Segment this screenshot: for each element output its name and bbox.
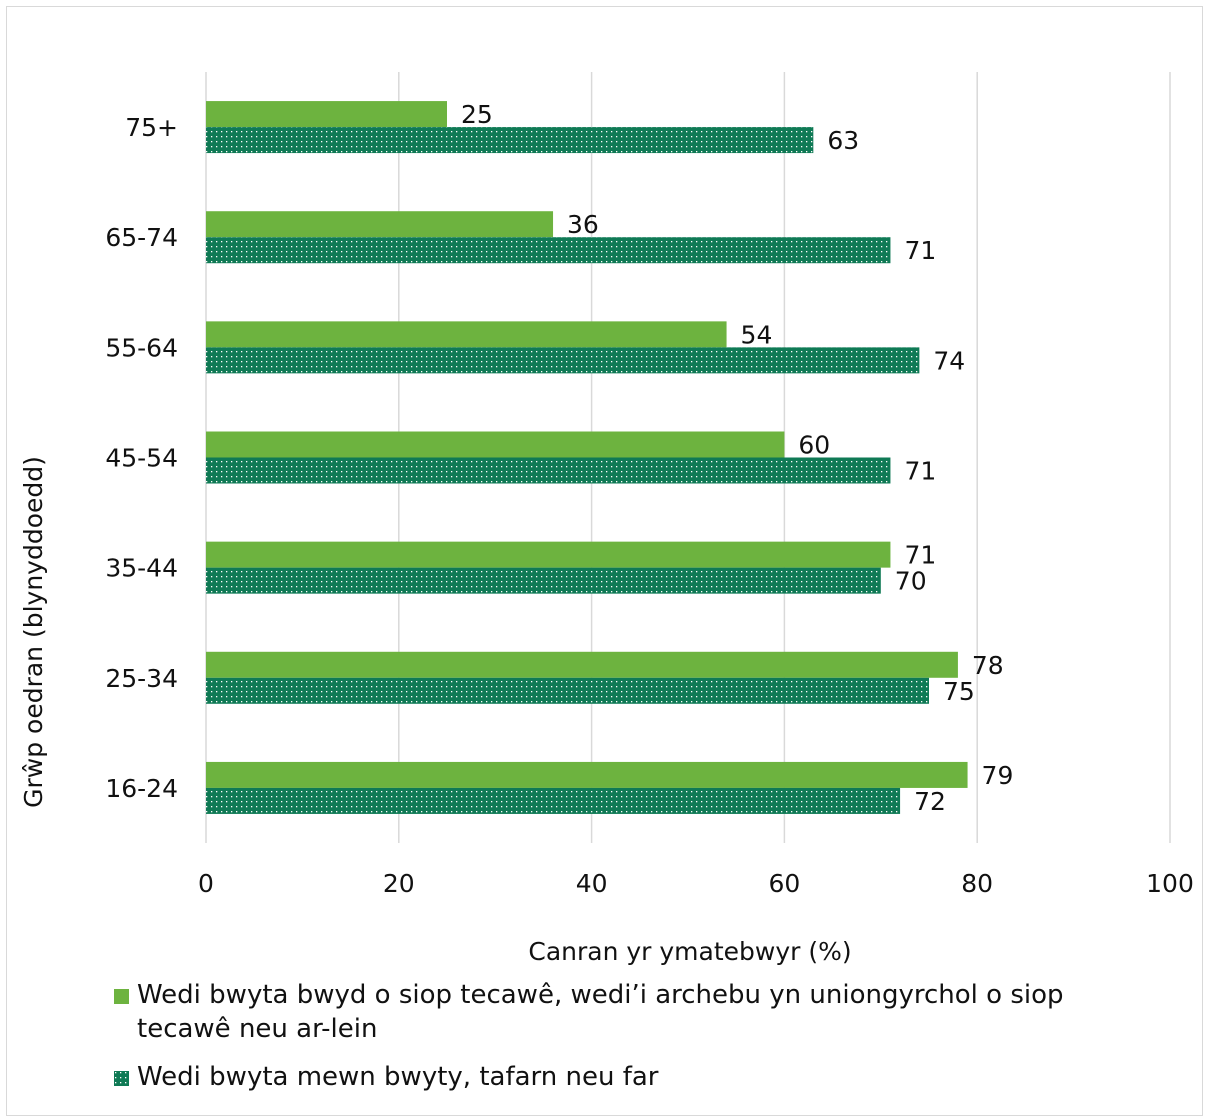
- gridlines: [205, 72, 1171, 843]
- x-axis-title: Canran yr ymatebwyr (%): [528, 937, 851, 966]
- legend-item-restaurant: Wedi bwyta mewn bwyty, tafarn neu far: [114, 1060, 1164, 1094]
- data-label-75+-series-2: 63: [827, 126, 859, 155]
- bar-75+-series-1: [206, 101, 447, 128]
- bar-35-44-series-2: [206, 567, 881, 594]
- legend-swatch-takeaway: [114, 989, 129, 1004]
- y-tick-label-65-74: 65-74: [105, 223, 178, 252]
- legend-item-takeaway: Wedi bwyta bwyd o siop tecawê, wedi’i ar…: [114, 978, 1164, 1046]
- bars: [206, 101, 968, 814]
- data-label-45-54-series-2: 71: [904, 457, 936, 486]
- bar-65-74-series-2: [206, 237, 891, 264]
- data-label-75+-series-1: 25: [461, 100, 493, 129]
- x-tick-label-80: 80: [961, 869, 993, 898]
- x-tick-label-0: 0: [198, 869, 214, 898]
- data-label-65-74-series-1: 36: [567, 210, 599, 239]
- bar-75+-series-2: [206, 127, 814, 154]
- data-label-55-64-series-2: 74: [933, 346, 965, 375]
- data-label-25-34-series-2: 75: [943, 677, 975, 706]
- data-label-35-44-series-1: 71: [904, 541, 936, 570]
- x-tick-label-100: 100: [1146, 869, 1194, 898]
- bar-45-54-series-1: [206, 431, 785, 458]
- data-label-16-24-series-2: 72: [914, 787, 946, 816]
- y-tick-labels: 75+ 65-74 55-64 45-54 35-44 25-34 16-24: [105, 113, 178, 803]
- y-tick-label-16-24: 16-24: [105, 774, 178, 803]
- x-tick-label-60: 60: [768, 869, 800, 898]
- y-tick-label-55-64: 55-64: [105, 333, 178, 362]
- data-label-16-24-series-1: 79: [982, 761, 1014, 790]
- data-label-65-74-series-2: 71: [904, 236, 936, 265]
- y-tick-label-45-54: 45-54: [105, 444, 178, 473]
- bar-45-54-series-2: [206, 457, 891, 484]
- legend-swatch-restaurant: [114, 1071, 129, 1086]
- legend-label-restaurant: Wedi bwyta mewn bwyty, tafarn neu far: [137, 1062, 659, 1092]
- x-tick-label-20: 20: [383, 869, 415, 898]
- bar-25-34-series-1: [206, 651, 958, 678]
- legend-label-takeaway: Wedi bwyta bwyd o siop tecawê, wedi’i ar…: [137, 980, 1064, 1044]
- bar-25-34-series-2: [206, 677, 929, 704]
- data-label-45-54-series-1: 60: [798, 431, 830, 460]
- x-tick-label-40: 40: [576, 869, 608, 898]
- y-tick-label-25-34: 25-34: [105, 664, 178, 693]
- bar-55-64-series-2: [206, 347, 920, 374]
- bar-chart: 75+ 65-74 55-64 45-54 35-44 25-34 16-24 0 20 40 6…: [19, 72, 1194, 966]
- bar-16-24-series-2: [206, 787, 901, 814]
- bar-16-24-series-1: [206, 761, 968, 788]
- x-tick-labels: 0 20 40 60 80 100: [198, 869, 1194, 898]
- bar-55-64-series-1: [206, 321, 727, 348]
- data-label-55-64-series-1: 54: [741, 320, 773, 349]
- y-axis-title: Grŵp oedran (blynyddoedd): [19, 456, 48, 808]
- bar-35-44-series-1: [206, 541, 891, 568]
- y-tick-label-75+: 75+: [125, 113, 178, 142]
- data-label-25-34-series-1: 78: [972, 651, 1004, 680]
- legend: Wedi bwyta bwyd o siop tecawê, wedi’i ar…: [114, 978, 1164, 1108]
- data-label-35-44-series-2: 70: [895, 567, 927, 596]
- bar-65-74-series-1: [206, 211, 554, 238]
- y-tick-label-35-44: 35-44: [105, 554, 178, 583]
